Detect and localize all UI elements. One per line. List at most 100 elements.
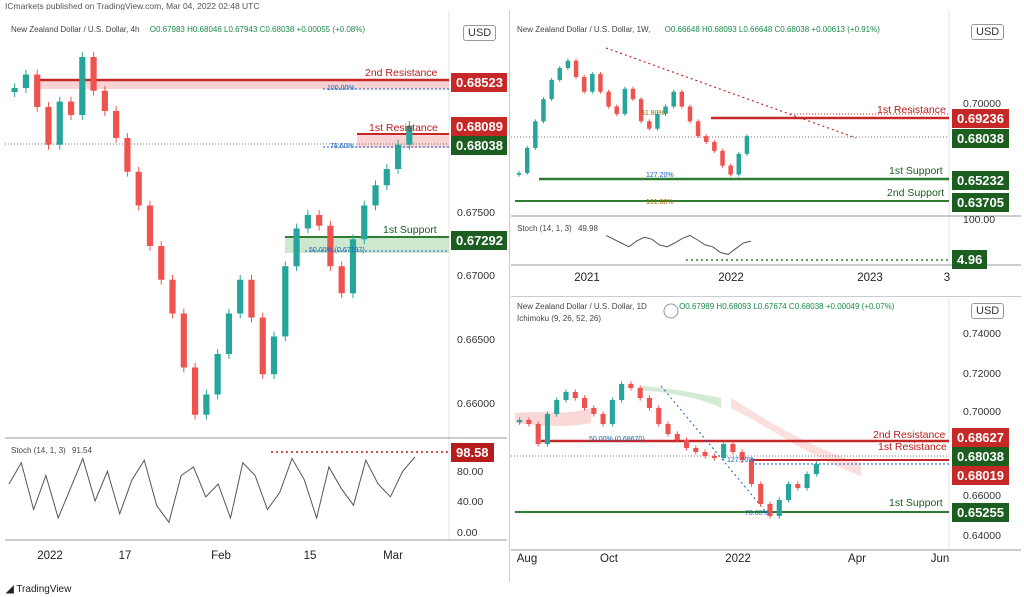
tradingview-brand-text: TradingView [16, 584, 72, 595]
daily-ichimoku-label: Ichimoku (9, 26, 52, 26) [517, 314, 602, 323]
weekly-2nd-support-price-tag[interactable]: 0.63705 [952, 193, 1009, 212]
left-stoch-label: Stoch (14, 1, 3) 91.54 [11, 446, 92, 455]
weekly-stoch-value: 49.98 [577, 224, 598, 233]
weekly-1st-support-price-tag[interactable]: 0.65232 [952, 171, 1009, 190]
published-note: ICmarkets published on TradingView.com, … [5, 1, 260, 11]
left-current-price-tag[interactable]: 0.68038 [451, 136, 507, 155]
daily-candle [517, 420, 523, 423]
left-1st-support-label: 1st Support [383, 224, 437, 236]
weekly-candle [728, 165, 733, 175]
weekly-chart-panel[interactable]: New Zealand Dollar / U.S. Dollar, 1W, O0… [511, 10, 1021, 295]
left-chart-panel[interactable]: New Zealand Dollar / U.S. Dollar, 4h O0.… [5, 10, 507, 582]
daily-candle [535, 424, 541, 444]
daily-symbol-title: New Zealand Dollar / U.S. Dollar, 1D [517, 302, 647, 311]
weekly-y-tick: 0.70000 [963, 98, 1001, 110]
weekly-stoch-label: Stoch (14, 1, 3) 49.98 [517, 224, 598, 233]
daily-y-tick: 0.66000 [963, 490, 1001, 502]
left-candle [316, 214, 323, 226]
left-stoch-tag[interactable]: 98.58 [451, 443, 494, 462]
daily-1st-resistance-price-tag[interactable]: 0.68019 [952, 466, 1009, 485]
weekly-price-chart[interactable] [511, 10, 1021, 295]
weekly-candle [516, 173, 522, 175]
left-candle [270, 336, 278, 375]
left-y-tick: 0.67000 [457, 270, 495, 282]
left-candle [56, 101, 63, 145]
weekly-candle [663, 106, 668, 114]
daily-candle [758, 484, 764, 504]
left-2nd-resistance-price-tag[interactable]: 0.68523 [451, 73, 507, 92]
daily-x-tick: 2022 [725, 553, 751, 565]
daily-x-tick: Oct [600, 553, 618, 565]
daily-candle [572, 392, 578, 398]
left-price-chart[interactable] [5, 10, 507, 582]
weekly-stoch-tag[interactable]: 4.96 [952, 250, 988, 269]
left-x-tick: Feb [211, 550, 231, 562]
left-1st-support-price-tag[interactable]: 0.67292 [451, 231, 507, 250]
left-1st-resistance-label: 1st Resistance [369, 122, 438, 134]
weekly-candle [598, 74, 603, 92]
weekly-1st-resistance-price-tag[interactable]: 0.69236 [952, 109, 1009, 128]
weekly-candle [647, 121, 652, 129]
daily-candle [813, 464, 819, 474]
weekly-x-tick: 2023 [857, 272, 883, 284]
daily-price-chart[interactable] [511, 298, 1021, 582]
left-candle [22, 74, 30, 89]
left-x-tick: 15 [303, 550, 317, 562]
left-candle [248, 279, 255, 318]
daily-1st-resistance-fib: 127.20% [727, 457, 755, 464]
daily-chart-header: New Zealand Dollar / U.S. Dollar, 1D O0.… [517, 302, 894, 311]
weekly-candle [687, 106, 693, 122]
weekly-stoch-line [605, 234, 752, 255]
left-candle [124, 138, 131, 172]
tradingview-logo[interactable]: ◢ TradingView [6, 584, 71, 595]
daily-1st-support-label: 1st Support [889, 497, 943, 509]
weekly-candle [679, 91, 685, 107]
daily-compare-icon [663, 303, 679, 319]
weekly-currency-button[interactable]: USD [971, 24, 1005, 40]
left-candle [169, 279, 176, 314]
weekly-1st-resistance-label: 1st Resistance [877, 104, 946, 116]
daily-currency-button[interactable]: USD [971, 303, 1005, 319]
weekly-x-tick: 2022 [718, 272, 744, 284]
daily-candle [656, 408, 662, 424]
daily-candle [619, 384, 625, 400]
daily-2nd-resistance-price-tag[interactable]: 0.68627 [952, 428, 1009, 447]
left-stoch-tick: 0.00 [457, 527, 478, 539]
weekly-chart-header: New Zealand Dollar / U.S. Dollar, 1W, O0… [517, 25, 880, 34]
daily-ichimoku-cloud-red [515, 408, 591, 427]
daily-candle [637, 388, 643, 398]
weekly-candle [744, 136, 750, 154]
left-candle [214, 354, 221, 395]
daily-current-price-tag[interactable]: 0.68038 [952, 447, 1009, 466]
weekly-1st-resistance-fib: 61.80% [641, 110, 665, 117]
daily-1st-support-price-tag[interactable]: 0.65255 [952, 503, 1009, 522]
daily-1st-support-fib: 78.60% [745, 510, 769, 517]
left-stoch-name: Stoch (14, 1, 3) [11, 446, 66, 455]
daily-y-tick: 0.72000 [963, 368, 1001, 380]
left-currency-button[interactable]: USD [463, 25, 497, 41]
tradingview-logo-icon: ◢ [6, 584, 14, 595]
left-candle [101, 90, 108, 111]
left-candle [225, 313, 233, 354]
left-stoch-line [8, 456, 416, 524]
weekly-candle [736, 153, 742, 175]
weekly-trendline [605, 47, 857, 139]
weekly-current-price-tag[interactable]: 0.68038 [952, 129, 1009, 148]
left-1st-resistance-price-tag[interactable]: 0.68089 [451, 117, 507, 136]
left-candle [158, 246, 165, 280]
daily-candle [739, 452, 745, 460]
left-y-tick: 0.67500 [457, 207, 495, 219]
left-y-tick: 0.66000 [457, 398, 495, 410]
panel-divider-vertical [509, 10, 510, 582]
weekly-candle [720, 150, 725, 166]
left-candle [349, 239, 357, 294]
left-candle [113, 111, 120, 138]
daily-2nd-resistance-fib: 50.00% (0.68670) [589, 436, 645, 443]
daily-candle [544, 414, 551, 444]
daily-2nd-resistance-label: 2nd Resistance [873, 429, 946, 441]
daily-chart-panel[interactable]: New Zealand Dollar / U.S. Dollar, 1D O0.… [511, 298, 1021, 582]
daily-candle [526, 420, 532, 424]
daily-candle [683, 440, 690, 448]
daily-candle [600, 414, 606, 424]
weekly-candle [655, 113, 660, 129]
